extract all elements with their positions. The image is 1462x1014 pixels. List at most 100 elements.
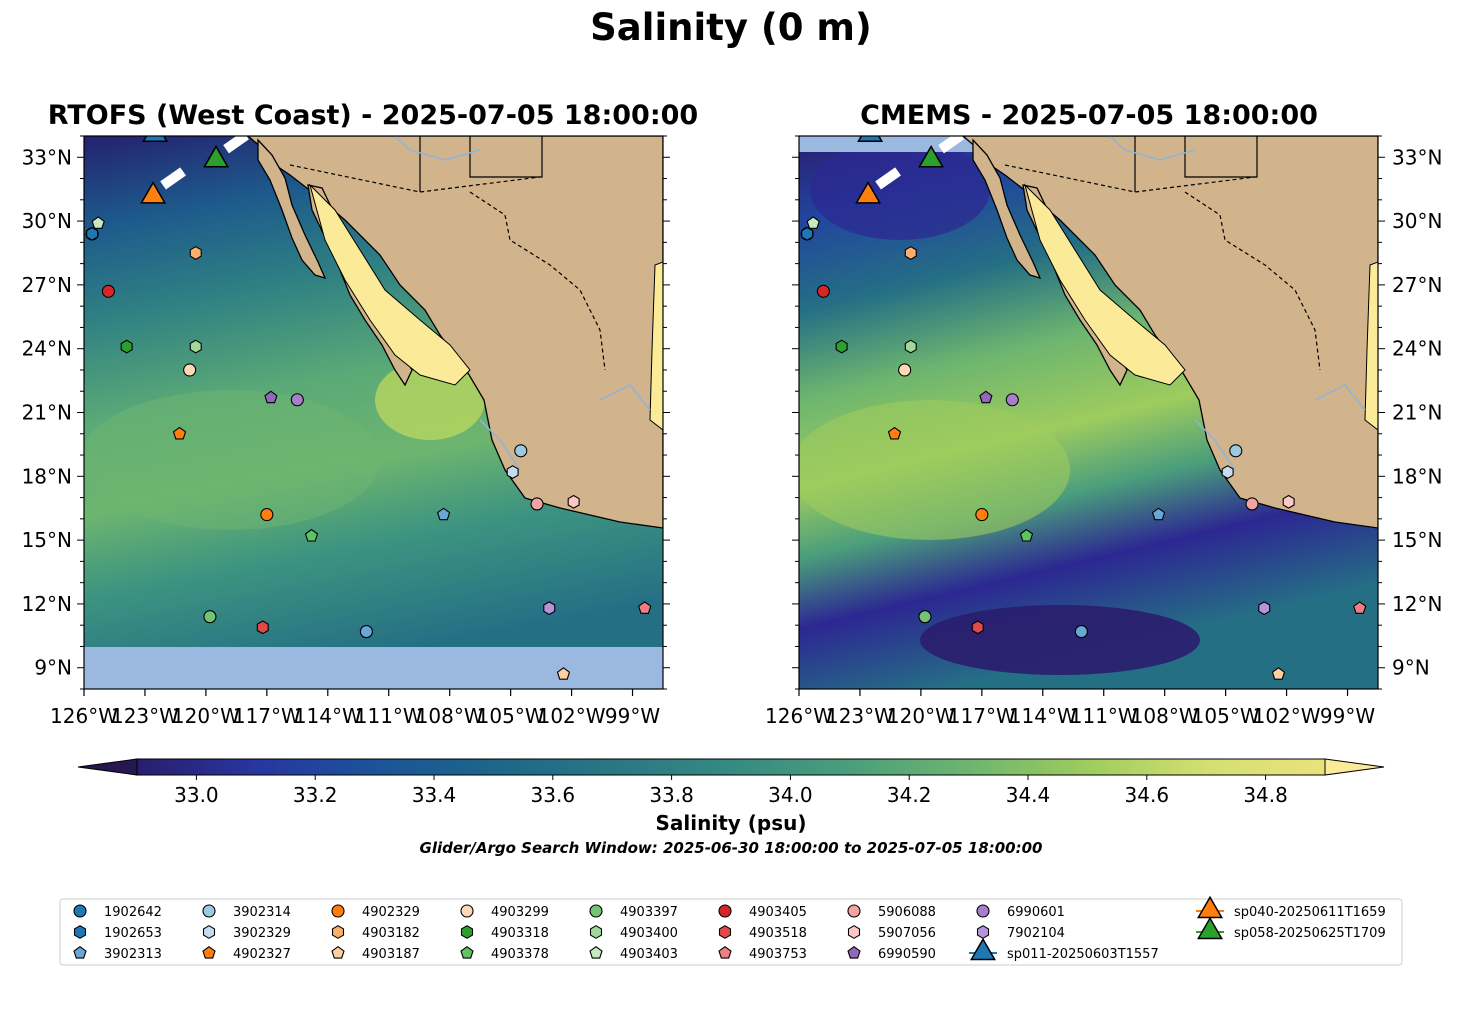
legend-label: sp040-20250611T1659 bbox=[1234, 905, 1386, 920]
legend-label: 5906088 bbox=[878, 905, 936, 920]
lon-tick-label: 102°W bbox=[1253, 704, 1321, 728]
legend-label: 4903299 bbox=[491, 905, 549, 920]
legend-marker bbox=[847, 946, 861, 959]
legend-marker bbox=[976, 925, 990, 939]
salinity-field bbox=[799, 400, 1070, 540]
lon-tick-label: 108°W bbox=[1131, 704, 1199, 728]
river bbox=[1194, 419, 1236, 471]
float-marker bbox=[1353, 601, 1367, 614]
colorbar-tick-label: 33.6 bbox=[531, 783, 576, 807]
glider-track bbox=[160, 167, 186, 190]
glider-marker bbox=[918, 144, 944, 168]
legend-label: 7902104 bbox=[1007, 926, 1065, 941]
float-marker bbox=[1005, 393, 1019, 407]
lat-tick-label: 15°N bbox=[1392, 528, 1442, 552]
glider-track bbox=[165, 110, 185, 124]
lon-tick-label: 99°W bbox=[1320, 704, 1375, 728]
colorbar-tick-label: 33.8 bbox=[649, 783, 694, 807]
lon-tick-label: 114°W bbox=[294, 704, 362, 728]
colorbar-tick-label: 33.0 bbox=[174, 783, 219, 807]
legend-marker bbox=[331, 925, 345, 939]
legend-marker bbox=[976, 904, 990, 918]
gulf-of-california bbox=[1024, 183, 1186, 386]
gulf-of-california bbox=[309, 183, 471, 386]
legend-label: 1902653 bbox=[104, 926, 162, 941]
legend-marker bbox=[73, 904, 87, 918]
colorbar-tick-label: 34.2 bbox=[887, 783, 932, 807]
float-marker bbox=[806, 216, 820, 229]
lat-tick-label: 18°N bbox=[1392, 464, 1442, 488]
gulf-of-mexico-edge bbox=[1364, 261, 1378, 431]
legend-label: 4903518 bbox=[749, 926, 807, 941]
float-marker bbox=[1258, 601, 1271, 616]
lon-tick-label: 123°W bbox=[111, 704, 179, 728]
legend-label: 4903182 bbox=[362, 926, 420, 941]
lon-tick-label: 120°W bbox=[172, 704, 240, 728]
float-marker bbox=[1221, 465, 1234, 480]
legend-marker bbox=[331, 904, 345, 918]
glider-marker bbox=[857, 136, 884, 142]
float-marker bbox=[203, 610, 217, 624]
lat-tick-label: 33°N bbox=[1392, 145, 1442, 169]
float-marker bbox=[887, 426, 902, 440]
legend-label: 3902314 bbox=[233, 905, 291, 920]
lat-tick-label: 30°N bbox=[1392, 209, 1442, 233]
float-marker bbox=[1151, 507, 1166, 521]
colorbar-gradient bbox=[137, 759, 1325, 775]
float-marker bbox=[1271, 667, 1286, 680]
float-marker bbox=[1229, 444, 1243, 458]
glider-marker bbox=[203, 144, 229, 168]
legend-marker bbox=[718, 925, 732, 939]
lon-tick-label: 123°W bbox=[826, 704, 894, 728]
colorbar-tick-label: 33.2 bbox=[293, 783, 338, 807]
legend-label: 6990601 bbox=[1007, 905, 1065, 920]
legend-label: 1902642 bbox=[104, 905, 162, 920]
salinity-field bbox=[920, 605, 1200, 675]
float-marker bbox=[264, 390, 278, 404]
legend-label: 4903397 bbox=[620, 905, 678, 920]
float-marker bbox=[918, 610, 932, 624]
land-baja bbox=[972, 138, 1042, 280]
float-marker bbox=[304, 528, 319, 542]
lat-tick-label: 21°N bbox=[1392, 401, 1442, 425]
lat-tick-label: 30°N bbox=[22, 209, 72, 233]
float-marker bbox=[979, 390, 993, 404]
lat-tick-label: 33°N bbox=[22, 145, 72, 169]
lon-tick-label: 99°W bbox=[605, 704, 660, 728]
float-marker bbox=[835, 339, 848, 354]
float-marker bbox=[904, 246, 917, 260]
border-line bbox=[1184, 191, 1321, 371]
lat-tick-label: 15°N bbox=[22, 528, 72, 552]
lat-tick-label: 21°N bbox=[22, 401, 72, 425]
float-marker bbox=[1074, 625, 1088, 639]
float-marker bbox=[904, 339, 917, 354]
legend-label: 4902327 bbox=[233, 947, 291, 962]
river bbox=[479, 419, 521, 471]
lon-tick-label: 117°W bbox=[233, 704, 301, 728]
colorbar-tick-label: 34.4 bbox=[1006, 783, 1051, 807]
lon-tick-label: 105°W bbox=[1192, 704, 1260, 728]
legend-marker bbox=[589, 925, 603, 939]
float-marker bbox=[290, 393, 304, 407]
legend-label: 4903405 bbox=[749, 905, 807, 920]
glider-marker bbox=[140, 181, 167, 204]
border-line bbox=[419, 136, 543, 192]
panel-title-rtofs: RTOFS (West Coast) - 2025-07-05 18:00:00 bbox=[47, 100, 699, 131]
legend-label: 4903318 bbox=[491, 926, 549, 941]
legend-marker bbox=[718, 946, 732, 959]
river bbox=[1109, 136, 1196, 161]
legend-marker bbox=[589, 904, 603, 918]
legend-marker bbox=[847, 904, 861, 918]
lat-tick-label: 27°N bbox=[22, 273, 72, 297]
float-marker bbox=[816, 284, 830, 298]
river bbox=[599, 384, 651, 411]
lon-tick-label: 117°W bbox=[948, 704, 1016, 728]
float-marker bbox=[91, 216, 105, 229]
float-marker bbox=[975, 508, 989, 522]
colorbar-under-extend bbox=[77, 758, 138, 776]
float-marker bbox=[543, 601, 556, 616]
map-panel-rtofs: 126°W123°W120°W117°W114°W111°W108°W105°W… bbox=[22, 110, 670, 728]
float-marker bbox=[1282, 494, 1295, 509]
float-marker bbox=[359, 625, 373, 639]
